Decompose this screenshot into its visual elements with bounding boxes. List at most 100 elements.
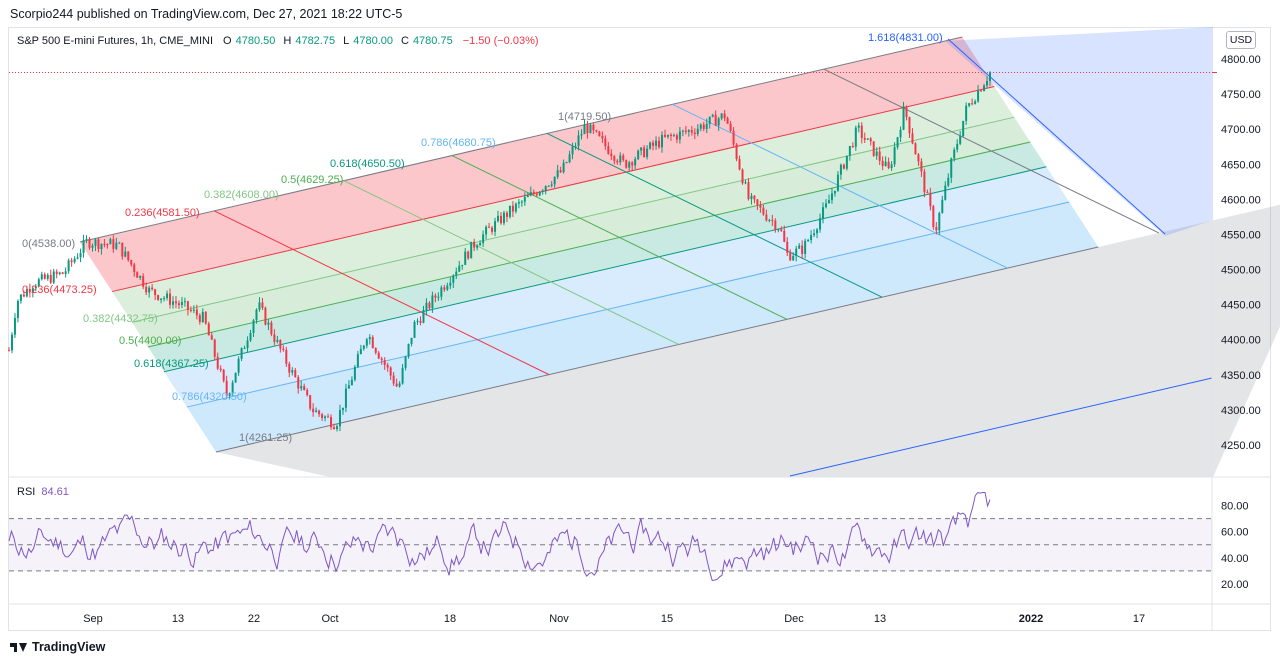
- candle-body: [798, 245, 801, 249]
- candle-body: [601, 136, 604, 139]
- candle-body: [559, 170, 562, 173]
- fib-channel: [79, 27, 1280, 477]
- candle-body: [431, 295, 434, 309]
- time-tick-label: 13: [172, 613, 184, 625]
- candle-body: [759, 205, 762, 208]
- candle-body: [529, 192, 532, 196]
- candle-body: [589, 124, 592, 134]
- candle-body: [726, 118, 729, 124]
- candle-body: [711, 114, 714, 117]
- fib-label-lower: 0.236(4473.25): [22, 284, 97, 296]
- candle-body: [696, 128, 699, 134]
- candle-body: [735, 144, 738, 160]
- candle-body: [374, 348, 377, 353]
- candle-body: [324, 416, 327, 418]
- fib-time-line: [546, 133, 883, 298]
- fib-extension-line: [789, 377, 1213, 477]
- candle-body: [762, 207, 765, 215]
- candle-body: [541, 190, 544, 192]
- candle-body: [449, 282, 452, 286]
- candle-body: [85, 238, 88, 241]
- candle-body: [774, 220, 777, 230]
- candle-body: [377, 352, 380, 359]
- candle-body: [347, 385, 350, 389]
- footer-brand-label: TradingView: [32, 640, 106, 654]
- candle-body: [344, 388, 347, 408]
- fib-level-line-1618: [947, 38, 1166, 235]
- fib-label: 0.618(4650.50): [330, 158, 405, 170]
- price-tick-label: 4550.00: [1221, 229, 1261, 241]
- currency-button[interactable]: USD: [1226, 31, 1256, 49]
- candle-body: [58, 272, 61, 275]
- candle-body: [452, 275, 455, 283]
- candle-body: [109, 239, 112, 245]
- candle-body: [43, 274, 46, 279]
- candle-body: [124, 251, 127, 257]
- candle-body: [535, 193, 538, 196]
- candle-body: [213, 339, 216, 357]
- candle-body: [404, 356, 407, 368]
- candle-body: [819, 218, 822, 230]
- candle-body: [100, 243, 103, 250]
- candle-body: [315, 410, 318, 413]
- candle-body: [675, 135, 678, 140]
- candle-body: [848, 146, 851, 156]
- candle-body: [598, 131, 601, 137]
- candle-body: [485, 226, 488, 235]
- fib-label-lower: 0.618(4367.25): [134, 358, 209, 370]
- candle-body: [604, 138, 607, 147]
- candle-body: [974, 101, 977, 104]
- candle-body: [866, 138, 869, 140]
- candle-body: [890, 164, 893, 169]
- candle-body: [16, 300, 19, 318]
- candle-body: [177, 303, 180, 306]
- candle-body: [383, 360, 386, 365]
- candle-body: [49, 274, 52, 283]
- candle-body: [720, 113, 723, 119]
- fib-label-lower: 0.5(4400.00): [119, 335, 181, 347]
- candle-body: [753, 195, 756, 200]
- fib-label-lower: 0.786(4320.50): [172, 391, 247, 403]
- candle-body: [258, 302, 261, 310]
- candle-body: [327, 416, 330, 418]
- candle-body: [556, 170, 559, 177]
- candle-body: [950, 158, 953, 178]
- candle-body: [661, 134, 664, 148]
- fib-time-line: [451, 155, 788, 320]
- candle-body: [225, 380, 228, 396]
- low-label: L: [343, 35, 350, 47]
- candle-body: [306, 390, 309, 396]
- candle-body: [872, 141, 875, 156]
- candle-body: [31, 288, 34, 293]
- candle-body: [705, 123, 708, 129]
- candle-body: [497, 215, 500, 222]
- candle-body: [362, 345, 365, 349]
- candle-body: [228, 393, 231, 396]
- candle-body: [502, 212, 505, 224]
- price-tick-label: 4450.00: [1221, 300, 1261, 312]
- candle-body: [663, 134, 666, 137]
- candle-body: [592, 124, 595, 131]
- candle-body: [577, 135, 580, 147]
- candle-body: [389, 367, 392, 376]
- candle-body: [854, 127, 857, 147]
- candle-body: [723, 113, 726, 119]
- candle-body: [112, 239, 115, 249]
- candle-body: [565, 162, 568, 164]
- fib-level-line: [111, 86, 995, 293]
- candle-body: [91, 245, 94, 248]
- candle-body: [616, 160, 619, 163]
- candle-body: [965, 105, 968, 121]
- candle-body: [586, 124, 589, 134]
- candle-body: [571, 146, 574, 155]
- candle-body: [628, 162, 631, 168]
- candle-body: [64, 271, 67, 274]
- candle-body: [738, 159, 741, 170]
- candle-body: [944, 185, 947, 200]
- candle-body: [669, 134, 672, 137]
- fib-level-line: [215, 246, 1099, 453]
- footer-brand[interactable]: TradingView: [10, 640, 105, 654]
- candles: [8, 71, 991, 432]
- candle-body: [252, 320, 255, 333]
